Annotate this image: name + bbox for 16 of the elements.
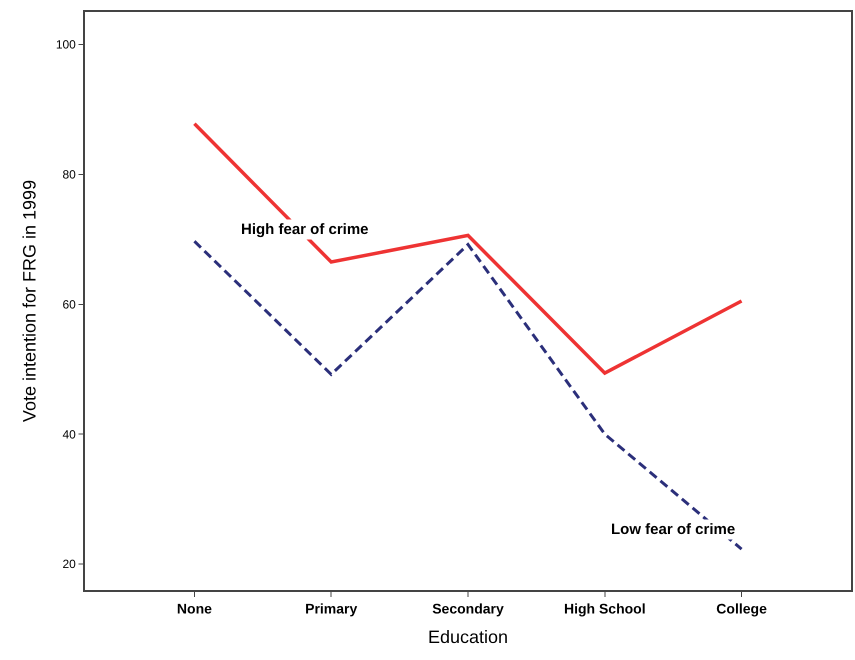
line-series [192,122,744,375]
series-label: High fear of crime [241,221,369,238]
x-axis-title: Education [428,627,508,648]
y-axis-title: Vote intention for FRG in 1999 [20,180,40,422]
x-tick-label: College [716,600,768,617]
y-tick-label: 80 [62,168,76,182]
x-tick-label: None [176,600,212,617]
line-series [192,240,744,551]
y-tick-label: 20 [62,557,76,572]
y-tick-label: 40 [62,427,76,442]
x-tick-label: Primary [305,600,358,617]
y-tick-label: 60 [62,297,76,312]
y-tick-label: 100 [56,38,76,52]
series-label: Low fear of crime [611,521,736,538]
x-tick-label: High School [564,600,646,617]
x-tick-label: Secondary [432,600,504,617]
